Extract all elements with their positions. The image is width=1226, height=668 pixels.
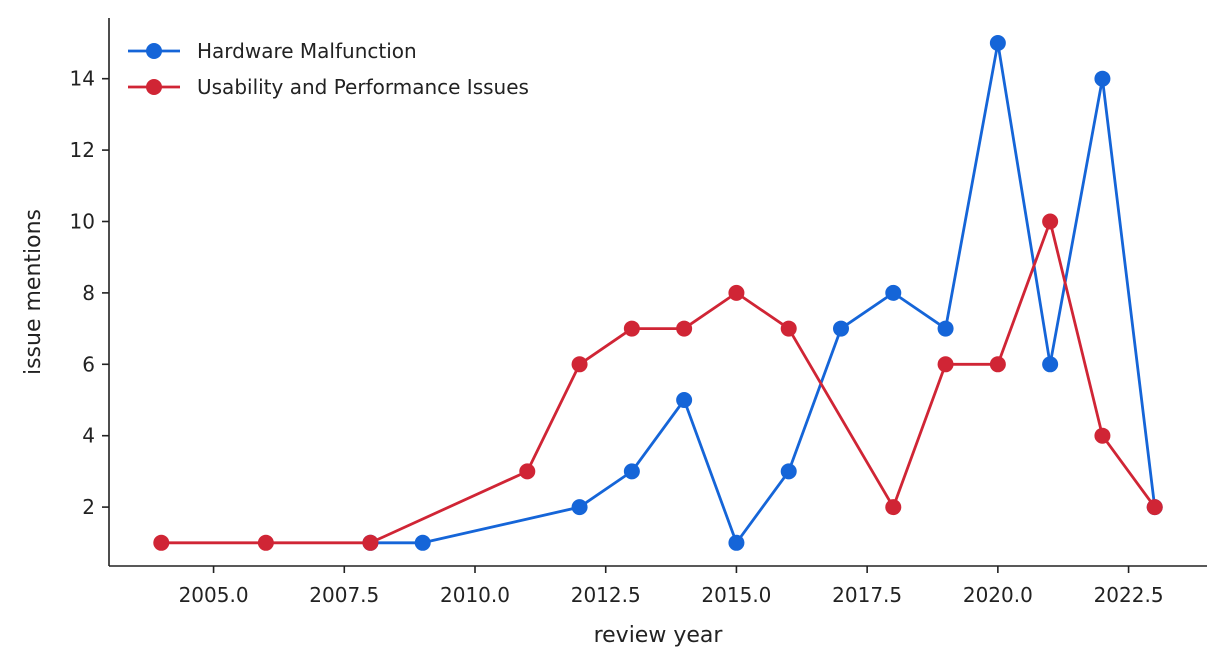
x-tick-label: 2010.0 (440, 583, 510, 607)
legend-swatch-marker (146, 43, 162, 59)
data-point (1094, 427, 1111, 444)
y-tick-label: 14 (70, 67, 95, 91)
axes (108, 18, 1207, 567)
data-point (885, 284, 902, 301)
data-point (153, 534, 170, 551)
x-tick-label: 2005.0 (179, 583, 249, 607)
series-layer (153, 34, 1163, 551)
legend: Hardware Malfunction Usability and Perfor… (128, 39, 529, 99)
ticks: 2005.0 2007.5 2010.0 2012.5 2015.0 2017.5 2020… (70, 67, 1164, 607)
legend-item-usability-and-performance-issues: Usability and Performance Issues (128, 75, 529, 99)
data-point (728, 284, 745, 301)
data-point (1094, 70, 1111, 87)
data-point (989, 356, 1006, 373)
data-point (937, 320, 954, 337)
data-point (676, 391, 693, 408)
x-tick-label: 2022.5 (1094, 583, 1164, 607)
x-tick-label: 2012.5 (571, 583, 641, 607)
legend-swatch-marker (146, 79, 162, 95)
data-point (780, 320, 797, 337)
y-axis-title: issue mentions (21, 209, 46, 375)
y-tick-label: 4 (82, 424, 95, 448)
data-point (989, 34, 1006, 51)
data-point (571, 499, 588, 516)
data-point (1146, 499, 1163, 516)
legend-label: Usability and Performance Issues (197, 75, 529, 99)
data-point (728, 534, 745, 551)
x-axis-title: review year (594, 623, 724, 648)
data-point (1042, 213, 1059, 230)
x-tick-label: 2015.0 (701, 583, 771, 607)
data-point (937, 356, 954, 373)
data-point (519, 463, 536, 480)
data-point (885, 499, 902, 516)
x-tick-label: 2017.5 (832, 583, 902, 607)
y-tick-label: 10 (70, 209, 95, 233)
data-point (780, 463, 797, 480)
y-tick-label: 6 (82, 352, 95, 376)
data-point (1042, 356, 1059, 373)
data-point (833, 320, 849, 337)
data-point (623, 320, 640, 337)
y-tick-label: 8 (82, 281, 95, 305)
y-tick-label: 12 (70, 138, 95, 162)
legend-item-hardware-malfunction: Hardware Malfunction (128, 39, 417, 63)
y-tick-label: 2 (82, 495, 95, 519)
data-point (362, 534, 379, 551)
data-point (414, 534, 431, 551)
data-point (571, 356, 588, 373)
series-line (370, 41, 1157, 545)
legend-label: Hardware Malfunction (197, 39, 417, 63)
data-point (623, 463, 640, 480)
series-hardware-malfunction (362, 34, 1163, 551)
x-tick-label: 2007.5 (309, 583, 379, 607)
data-point (676, 320, 693, 337)
x-tick-label: 2020.0 (963, 583, 1033, 607)
series-line (161, 220, 1156, 545)
series-usability-and-performance-issues (153, 213, 1163, 551)
data-point (257, 534, 274, 551)
